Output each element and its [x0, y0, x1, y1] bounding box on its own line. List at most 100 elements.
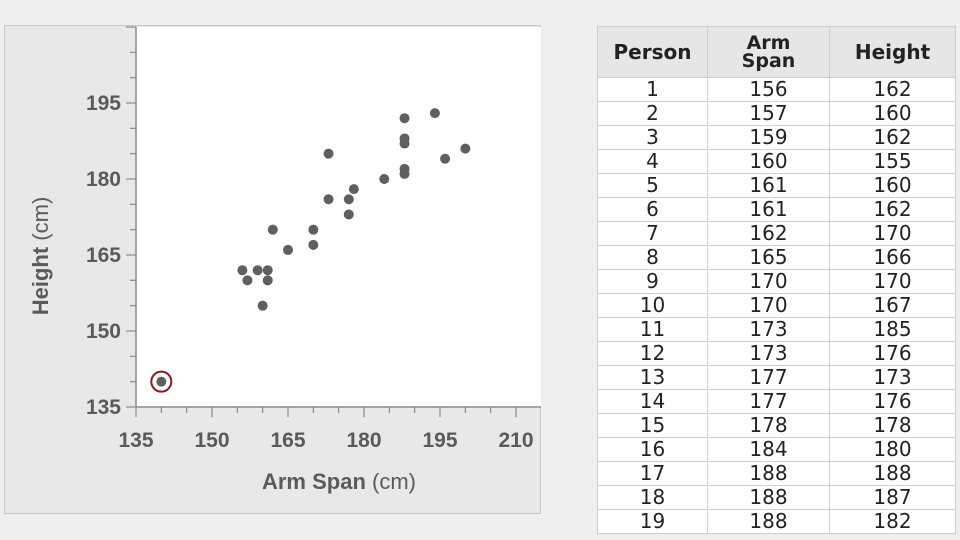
cell-arm-span: 170 [707, 269, 830, 294]
data-point [252, 265, 263, 276]
table-row: 6 161 162 [597, 197, 956, 222]
data-point [242, 275, 253, 286]
data-point [440, 153, 451, 164]
data-point [399, 168, 410, 179]
data-point [308, 239, 319, 250]
cell-person: 3 [597, 125, 708, 150]
cell-height: 162 [829, 77, 956, 102]
cell-height: 188 [829, 461, 956, 486]
y-tick-label: 135 [86, 396, 121, 419]
cell-height: 162 [829, 125, 956, 150]
cell-height: 176 [829, 341, 956, 366]
table-row: 7 162 170 [597, 221, 956, 246]
table-row: 2 157 160 [597, 101, 956, 126]
cell-arm-span: 159 [707, 125, 830, 150]
data-table: Person Arm Span Height 1 156 162 2 157 160 3 159… [597, 26, 956, 534]
cell-person: 17 [597, 461, 708, 486]
x-tick-label: 180 [346, 429, 381, 452]
cell-arm-span: 162 [707, 221, 830, 246]
table-row: 3 159 162 [597, 125, 956, 150]
table-row: 11 173 185 [597, 317, 956, 342]
table-row: 9 170 170 [597, 269, 956, 294]
y-axis-label: Height (cm) [28, 197, 53, 316]
data-point [343, 194, 354, 205]
header-arm-line1: Arm [746, 31, 791, 54]
x-tick-label: 135 [118, 429, 153, 452]
cell-arm-span: 160 [707, 149, 830, 174]
y-tick-label: 150 [86, 320, 121, 343]
cell-person: 14 [597, 389, 708, 414]
cell-height: 185 [829, 317, 956, 342]
cell-height: 166 [829, 245, 956, 270]
table-row: 8 165 166 [597, 245, 956, 270]
data-point [156, 376, 167, 387]
cell-height: 170 [829, 221, 956, 246]
data-point [348, 184, 359, 195]
cell-person: 12 [597, 341, 708, 366]
cell-arm-span: 161 [707, 173, 830, 198]
table-row: 4 160 155 [597, 149, 956, 174]
table-row: 12 173 176 [597, 341, 956, 366]
cell-person: 4 [597, 149, 708, 174]
data-point [308, 224, 319, 235]
header-person: Person [597, 26, 708, 78]
cell-person: 7 [597, 221, 708, 246]
cell-person: 19 [597, 509, 708, 534]
data-point [323, 194, 334, 205]
x-axis-label-name: Arm Span [262, 469, 366, 494]
data-point [262, 265, 273, 276]
cell-height: 182 [829, 509, 956, 534]
cell-person: 9 [597, 269, 708, 294]
cell-person: 13 [597, 365, 708, 390]
cell-height: 180 [829, 437, 956, 462]
cell-arm-span: 177 [707, 389, 830, 414]
x-tick-label: 210 [498, 429, 533, 452]
cell-arm-span: 165 [707, 245, 830, 270]
table-row: 14 177 176 [597, 389, 956, 414]
x-tick-label: 165 [270, 429, 305, 452]
cell-person: 1 [597, 77, 708, 102]
cell-arm-span: 156 [707, 77, 830, 102]
scatter-plot: 135 150 165 180 195 135 150 165 180 195 210 Arm S… [28, 26, 541, 494]
cell-height: 173 [829, 365, 956, 390]
highlight-ring [150, 370, 173, 393]
y-tick-label: 195 [86, 92, 121, 115]
table-row: 19 188 182 [597, 509, 956, 534]
data-point [283, 244, 293, 255]
cell-arm-span: 188 [707, 509, 830, 534]
table-row: 5 161 160 [597, 173, 956, 198]
table-row: 16 184 180 [597, 437, 956, 462]
y-minor-ticks [126, 26, 136, 408]
cell-person: 11 [597, 317, 708, 342]
y-tick-labels: 135 150 165 180 195 [86, 92, 121, 419]
table-body: 1 156 162 2 157 160 3 159 162 4 160 155 5 161 160 6 161 1… [597, 77, 956, 534]
data-point [399, 138, 410, 149]
table-row: 15 178 178 [597, 413, 956, 438]
cell-person: 15 [597, 413, 708, 438]
cell-height: 155 [829, 149, 956, 174]
data-point [257, 300, 268, 311]
data-point [399, 113, 410, 124]
cell-height: 162 [829, 197, 956, 222]
data-point [262, 275, 273, 286]
header-arm-line2: Span [741, 50, 796, 72]
cell-person: 6 [597, 197, 708, 222]
table-row: 1 156 162 [597, 77, 956, 102]
cell-person: 16 [597, 437, 708, 462]
cell-height: 170 [829, 269, 956, 294]
cell-person: 10 [597, 293, 708, 318]
cell-arm-span: 188 [707, 485, 830, 510]
cell-height: 187 [829, 485, 956, 510]
cell-person: 5 [597, 173, 708, 198]
cell-height: 176 [829, 389, 956, 414]
table-row: 18 188 187 [597, 485, 956, 510]
cell-arm-span: 173 [707, 317, 830, 342]
data-point [267, 224, 278, 235]
table-row: 17 188 188 [597, 461, 956, 486]
cell-arm-span: 157 [707, 101, 830, 126]
x-axis-label: Arm Span (cm) [262, 469, 416, 494]
header-height: Height [829, 26, 956, 78]
y-axis-label-unit: (cm) [28, 197, 53, 241]
plot-area [136, 27, 541, 407]
table-row: 10 170 167 [597, 293, 956, 318]
